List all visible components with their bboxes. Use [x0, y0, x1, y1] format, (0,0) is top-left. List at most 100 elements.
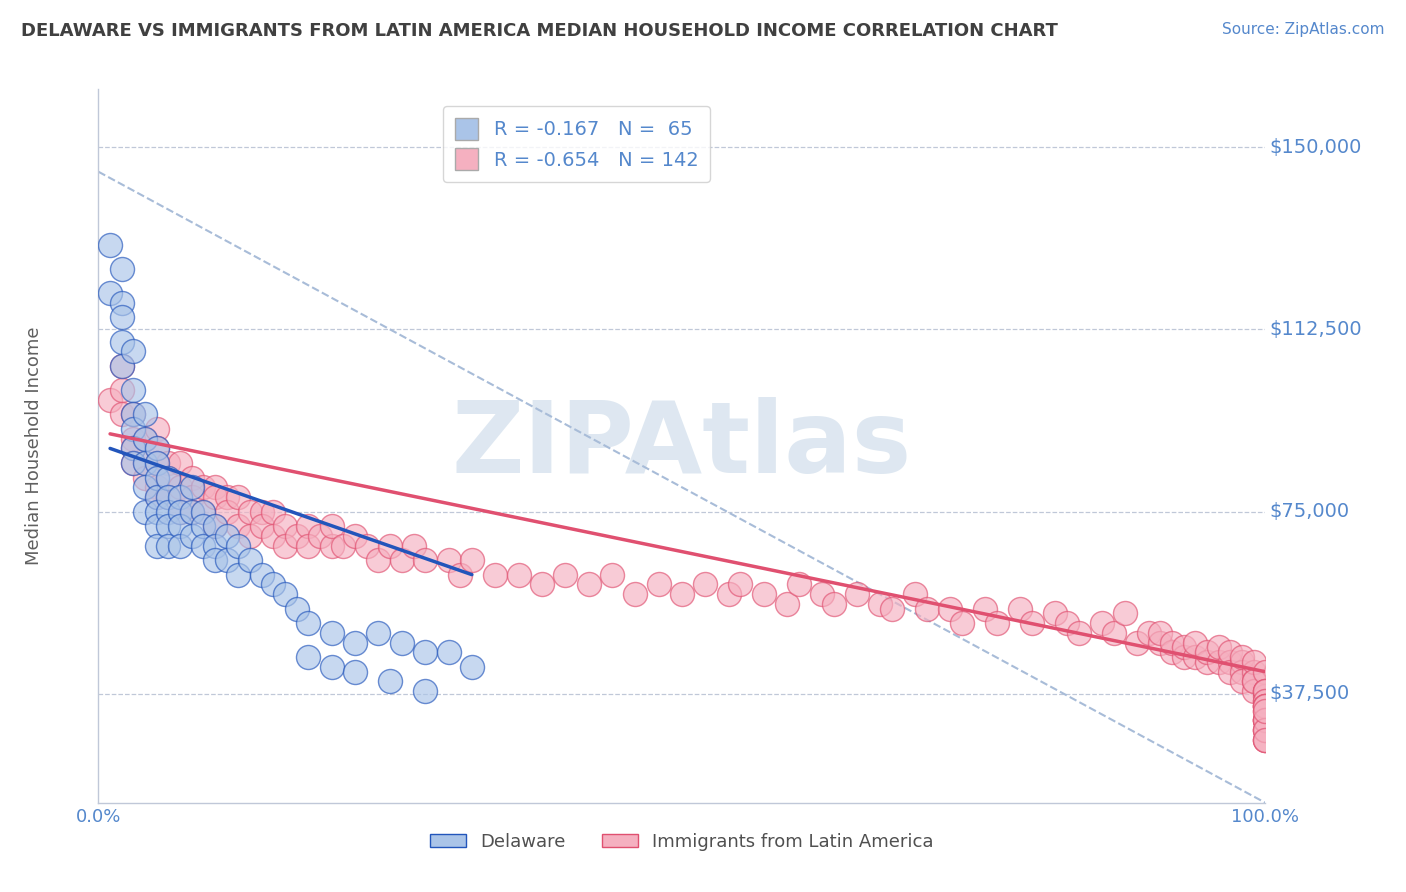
Point [134, 456, 156, 470]
Point [461, 553, 484, 567]
Point [285, 529, 308, 543]
Point [1173, 640, 1195, 655]
Point [157, 470, 180, 484]
Point [1021, 616, 1043, 631]
Text: ZIPAtlas: ZIPAtlas [451, 398, 912, 494]
Point [180, 529, 202, 543]
Point [1254, 698, 1277, 713]
Point [274, 539, 297, 553]
Point [111, 383, 134, 397]
Point [122, 456, 145, 470]
Text: $37,500: $37,500 [1268, 684, 1350, 703]
Point [880, 601, 903, 615]
Point [193, 539, 215, 553]
Point [146, 490, 169, 504]
Point [530, 577, 553, 591]
Point [1254, 704, 1277, 718]
Point [413, 684, 436, 698]
Point [180, 504, 202, 518]
Point [1254, 689, 1277, 703]
Point [250, 504, 273, 518]
Point [1149, 635, 1171, 649]
Point [157, 539, 180, 553]
Point [134, 432, 156, 446]
Point [1254, 713, 1277, 727]
Point [157, 504, 180, 518]
Point [1254, 684, 1277, 698]
Point [811, 587, 834, 601]
Point [204, 519, 226, 533]
Point [1230, 665, 1253, 679]
Point [146, 480, 169, 494]
Point [1230, 655, 1253, 669]
Point [449, 567, 471, 582]
Point [1137, 626, 1160, 640]
Point [730, 577, 752, 591]
Point [122, 408, 145, 422]
Point [239, 504, 262, 518]
Point [146, 539, 169, 553]
Point [1067, 626, 1090, 640]
Point [413, 553, 436, 567]
Point [297, 539, 319, 553]
Point [344, 635, 367, 649]
Point [146, 456, 169, 470]
Point [122, 422, 145, 436]
Point [122, 408, 145, 422]
Point [134, 470, 156, 484]
Point [391, 553, 413, 567]
Point [204, 490, 226, 504]
Point [1126, 635, 1149, 649]
Point [437, 645, 460, 659]
Text: Median Household Income: Median Household Income [25, 326, 44, 566]
Point [1184, 650, 1206, 665]
Point [671, 587, 693, 601]
Point [309, 529, 332, 543]
Point [193, 519, 215, 533]
Point [776, 597, 799, 611]
Point [111, 295, 134, 310]
Point [111, 359, 134, 373]
Point [169, 504, 191, 518]
Point [869, 597, 891, 611]
Point [1010, 601, 1032, 615]
Point [215, 529, 238, 543]
Point [624, 587, 647, 601]
Point [134, 480, 156, 494]
Point [321, 626, 343, 640]
Point [274, 587, 297, 601]
Point [297, 616, 319, 631]
Point [402, 539, 425, 553]
Point [180, 480, 202, 494]
Point [98, 237, 121, 252]
Point [1254, 713, 1277, 727]
Point [1184, 635, 1206, 649]
Point [262, 504, 284, 518]
Point [134, 432, 156, 446]
Point [146, 422, 169, 436]
Point [1254, 713, 1277, 727]
Point [1254, 723, 1277, 737]
Point [169, 519, 191, 533]
Point [157, 490, 180, 504]
Point [1161, 635, 1184, 649]
Point [180, 490, 202, 504]
Point [157, 519, 180, 533]
Point [134, 456, 156, 470]
Point [752, 587, 775, 601]
Point [215, 553, 238, 567]
Point [846, 587, 869, 601]
Text: DELAWARE VS IMMIGRANTS FROM LATIN AMERICA MEDIAN HOUSEHOLD INCOME CORRELATION CH: DELAWARE VS IMMIGRANTS FROM LATIN AMERIC… [21, 22, 1057, 40]
Point [787, 577, 810, 591]
Point [321, 519, 343, 533]
Point [717, 587, 740, 601]
Point [1254, 694, 1277, 708]
Point [367, 553, 389, 567]
Point [823, 597, 845, 611]
Point [228, 539, 250, 553]
Point [1195, 645, 1218, 659]
Point [204, 480, 226, 494]
Point [122, 456, 145, 470]
Point [169, 539, 191, 553]
Point [1219, 645, 1241, 659]
